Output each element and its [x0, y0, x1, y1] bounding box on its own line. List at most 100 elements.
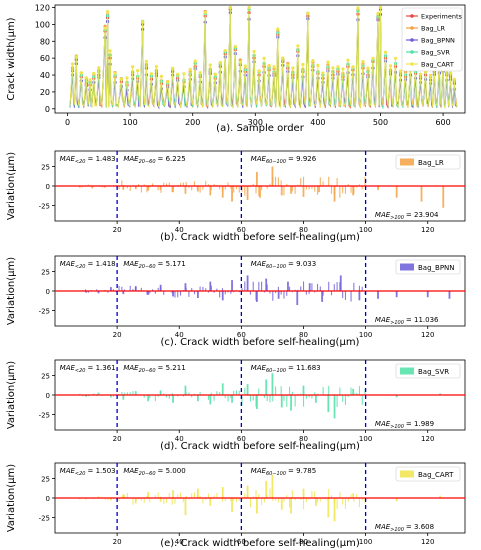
series-marker [131, 65, 135, 69]
bar [135, 286, 137, 291]
bar [291, 490, 293, 498]
series-marker [351, 65, 355, 69]
bar [308, 291, 310, 294]
mae-subscript: <20 [75, 264, 86, 270]
bar [124, 289, 126, 291]
bar [213, 395, 215, 401]
series-marker [336, 65, 340, 69]
bar [122, 291, 125, 295]
bar [291, 186, 293, 192]
bar [147, 186, 150, 191]
bar [184, 283, 187, 291]
bar [261, 498, 263, 506]
x-tick-label: 300 [248, 118, 263, 127]
bar [328, 176, 330, 186]
bar [252, 395, 254, 401]
bar [289, 386, 291, 395]
series-marker [376, 11, 380, 16]
series-marker [316, 63, 320, 67]
bar [277, 291, 280, 299]
bar [336, 395, 338, 407]
series-marker [418, 72, 423, 76]
series-marker [301, 62, 305, 67]
bar [179, 183, 182, 186]
series-marker [449, 71, 453, 75]
mae-subscript: >100 [390, 320, 404, 326]
y-tick-label: 100 [35, 20, 50, 29]
bar [174, 291, 176, 298]
bar [426, 291, 429, 298]
bar [344, 291, 347, 300]
bar [350, 291, 352, 302]
bar [350, 494, 352, 498]
mae-subscript: 60−100 [266, 368, 286, 374]
series-marker [291, 66, 295, 70]
bar [263, 395, 265, 398]
bar [258, 281, 260, 291]
bar [205, 288, 207, 291]
bar [352, 388, 355, 395]
bar [302, 498, 305, 510]
bar [82, 186, 84, 188]
x-tick-label: 20 [113, 435, 122, 443]
bar [258, 388, 260, 395]
series-marker [276, 27, 280, 31]
series-marker [341, 67, 345, 71]
bar [104, 498, 106, 500]
bar [290, 186, 292, 194]
y-axis-label: Variation(μm) [6, 464, 17, 532]
bar [342, 291, 344, 298]
series-marker [103, 26, 107, 30]
panel-caption: (a). Sample order [216, 123, 305, 134]
bar [233, 390, 235, 395]
bar [143, 184, 145, 186]
bar [300, 178, 302, 186]
bar [361, 395, 363, 405]
bar [265, 480, 268, 498]
bar [184, 498, 187, 516]
bar [255, 395, 257, 407]
series-marker [306, 11, 310, 16]
bar [104, 186, 106, 188]
x-tick-label: 80 [299, 226, 308, 234]
bar [112, 289, 114, 291]
bar [286, 291, 288, 296]
y-tick-label: -25 [39, 411, 50, 419]
bar [122, 186, 125, 190]
bar [305, 186, 307, 190]
y-tick-label: 25 [41, 269, 50, 277]
bar [112, 395, 114, 397]
series-marker [119, 77, 123, 81]
bar [160, 392, 162, 395]
bar [160, 186, 162, 193]
bar [272, 291, 274, 301]
mae-annotation: MAE20−60 = 5.211 [123, 364, 185, 374]
bar [263, 498, 265, 503]
bar [188, 392, 190, 395]
x-tick-label: 20 [113, 331, 122, 339]
bar [221, 291, 224, 301]
bar [314, 392, 316, 395]
bar [134, 391, 137, 395]
bar [328, 488, 330, 498]
bar [302, 186, 305, 197]
bar [196, 291, 199, 298]
bar [97, 291, 100, 294]
bar [246, 485, 249, 498]
bar [84, 395, 87, 397]
mae-value: = 9.785 [288, 467, 316, 475]
legend-entry: Bag_LR [418, 159, 444, 167]
bar [188, 291, 190, 297]
mae-subscript: <20 [75, 159, 86, 165]
bar [177, 494, 179, 498]
bar [154, 494, 156, 498]
bar [196, 186, 198, 189]
bar [290, 498, 292, 514]
x-tick-label: 120 [421, 226, 434, 234]
bar [314, 291, 316, 293]
y-tick-label: -25 [39, 514, 50, 522]
mae-annotation: MAE60−100 = 9.785 [251, 467, 317, 477]
bar [107, 291, 109, 293]
series-marker [383, 50, 388, 54]
bar [356, 494, 358, 498]
